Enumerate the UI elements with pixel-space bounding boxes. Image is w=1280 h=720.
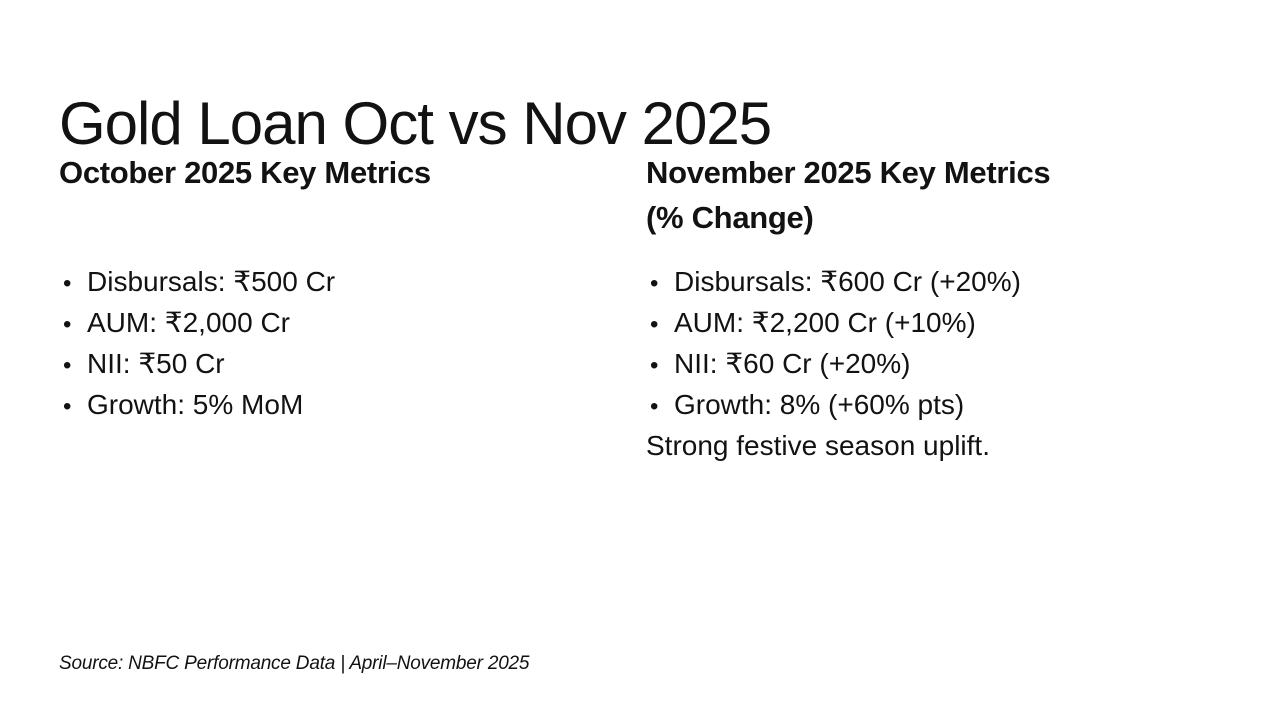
bullet-text: Disbursals: ₹500 Cr <box>87 266 336 297</box>
column-october-bullet-list: • Disbursals: ₹500 Cr • AUM: ₹2,000 Cr •… <box>59 262 624 426</box>
list-item: • Disbursals: ₹500 Cr <box>63 262 624 303</box>
list-item: • NII: ₹50 Cr <box>63 344 624 385</box>
column-november-note: Strong festive season uplift. <box>646 430 990 461</box>
bullet-text: Disbursals: ₹600 Cr (+20%) <box>674 266 1021 297</box>
column-october-heading: October 2025 Key Metrics <box>59 150 624 262</box>
heading-line: November 2025 Key Metrics <box>646 155 1051 190</box>
list-item: • Growth: 5% MoM <box>63 385 624 426</box>
bullet-marker: • <box>650 352 659 379</box>
bullet-marker: • <box>63 352 72 379</box>
bullet-marker: • <box>63 311 72 338</box>
column-november: November 2025 Key Metrics (% Change) • D… <box>646 150 1211 465</box>
page-title: Gold Loan Oct vs Nov 2025 <box>59 90 772 158</box>
bullet-marker: • <box>650 311 659 338</box>
bullet-text: NII: ₹50 Cr <box>87 348 225 379</box>
heading-line: October 2025 Key Metrics <box>59 155 431 190</box>
list-item: • AUM: ₹2,000 Cr <box>63 303 624 344</box>
column-november-heading: November 2025 Key Metrics (% Change) <box>646 150 1211 262</box>
column-november-bullet-list: • Disbursals: ₹600 Cr (+20%) • AUM: ₹2,2… <box>646 262 1211 426</box>
bullet-text: AUM: ₹2,200 Cr (+10%) <box>674 307 976 338</box>
heading-line: (% Change) <box>646 200 814 235</box>
bullet-text: AUM: ₹2,000 Cr <box>87 307 290 338</box>
bullet-text: Growth: 8% (+60% pts) <box>674 389 965 420</box>
bullet-text: NII: ₹60 Cr (+20%) <box>674 348 911 379</box>
bullet-marker: • <box>650 393 659 420</box>
bullet-marker: • <box>650 270 659 297</box>
column-october: October 2025 Key Metrics • Disbursals: ₹… <box>59 150 624 426</box>
bullet-marker: • <box>63 270 72 297</box>
list-item: • NII: ₹60 Cr (+20%) <box>650 344 1211 385</box>
bullet-marker: • <box>63 393 72 420</box>
bullet-text: Growth: 5% MoM <box>87 389 304 420</box>
list-item: • Disbursals: ₹600 Cr (+20%) <box>650 262 1211 303</box>
list-item: • Growth: 8% (+60% pts) <box>650 385 1211 426</box>
list-item: • AUM: ₹2,200 Cr (+10%) <box>650 303 1211 344</box>
source-footer: Source: NBFC Performance Data | April–No… <box>59 653 530 674</box>
